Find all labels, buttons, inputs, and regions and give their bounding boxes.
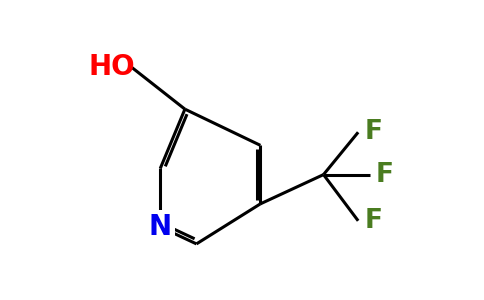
Text: N: N bbox=[149, 213, 172, 241]
Text: F: F bbox=[364, 119, 382, 145]
Text: F: F bbox=[364, 208, 382, 234]
Text: HO: HO bbox=[88, 53, 135, 81]
Text: F: F bbox=[376, 162, 394, 188]
